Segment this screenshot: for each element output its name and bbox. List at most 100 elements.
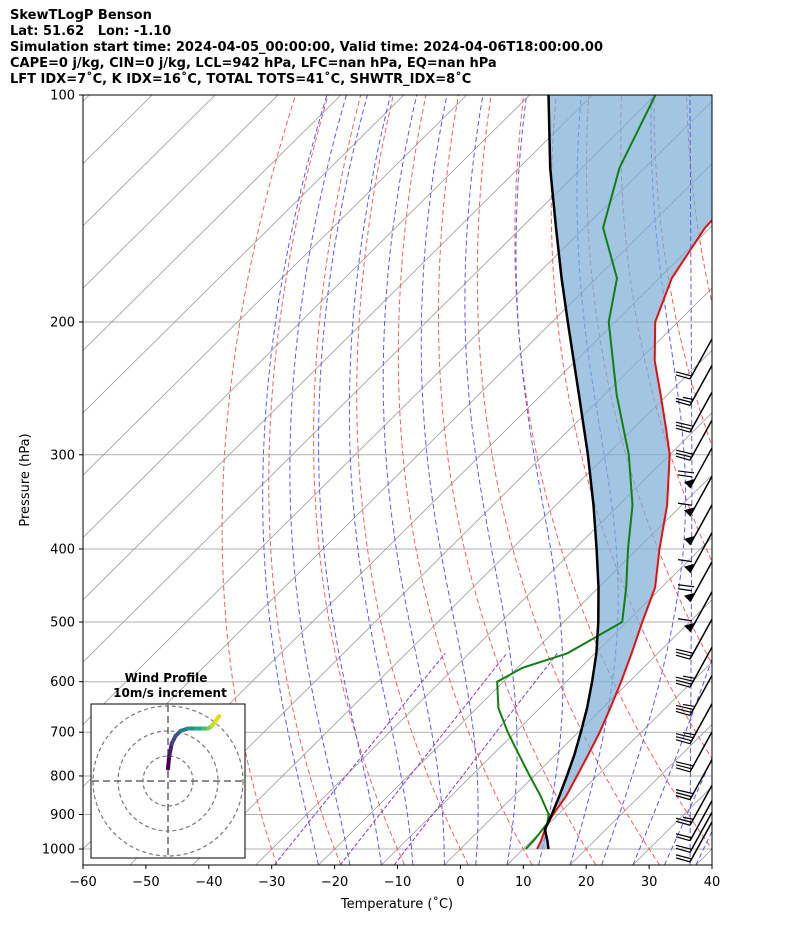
wind-barb-flag bbox=[675, 676, 694, 682]
wind-barb-staff bbox=[689, 618, 713, 660]
wind-barb-flag bbox=[675, 704, 694, 711]
moist-adiabat-line bbox=[515, 95, 564, 865]
y-tick-label: 500 bbox=[50, 616, 75, 631]
wind-barb bbox=[675, 759, 713, 801]
wind-barb-staff bbox=[689, 759, 713, 800]
isotherm-line bbox=[318, 474, 712, 865]
isotherm-line bbox=[83, 95, 90, 102]
mixing-ratio-line bbox=[274, 652, 446, 865]
chart-header: SkewTLogP Benson Lat: 51.62 Lon: -1.10 S… bbox=[10, 8, 603, 88]
dry-adiabat-line bbox=[476, 95, 661, 865]
x-tick-label: −30 bbox=[258, 875, 285, 890]
wind-barb-flag bbox=[675, 449, 694, 455]
wind-barb-pennant bbox=[684, 563, 695, 573]
isotherm-line bbox=[506, 661, 712, 865]
wind-barb-staff bbox=[689, 419, 713, 461]
x-tick-label: −60 bbox=[69, 875, 96, 890]
wind-barb bbox=[675, 731, 713, 773]
indices-line-1: CAPE=0 j/kg, CIN=0 j/kg, LCL=942 hPa, LF… bbox=[10, 56, 497, 71]
wind-barb-flag bbox=[677, 618, 693, 622]
wind-barb-half-flag bbox=[682, 816, 694, 820]
wind-barb-flag bbox=[675, 452, 692, 458]
wind-barb bbox=[677, 561, 713, 603]
wind-barb-flag bbox=[675, 733, 694, 739]
moist-adiabat-line bbox=[632, 657, 712, 865]
isotherm-line bbox=[83, 95, 216, 227]
wind-barb-flag bbox=[677, 470, 695, 474]
dry-adiabat-line bbox=[784, 95, 794, 865]
isotherm-line bbox=[83, 95, 279, 289]
moist-adiabat-line bbox=[318, 95, 382, 865]
wind-barb bbox=[675, 338, 713, 380]
chart-title: SkewTLogP Benson bbox=[10, 8, 152, 23]
wind-barb-flag bbox=[677, 474, 693, 478]
wind-barb-flag bbox=[675, 654, 691, 660]
dry-adiabat-line bbox=[438, 95, 597, 865]
hodograph-segment bbox=[213, 714, 222, 723]
indices-line-2: LFT IDX=7˚C, K IDX=16˚C, TOTAL TOTS=41˚C… bbox=[10, 72, 472, 87]
moist-adiabat-line bbox=[289, 95, 351, 865]
wind-barb bbox=[675, 811, 713, 853]
wind-barb-flag bbox=[675, 833, 692, 839]
hodograph-subtitle: 10m/s increment bbox=[113, 686, 227, 700]
y-axis-label: Pressure (hPa) bbox=[18, 433, 33, 526]
dry-adiabat-line bbox=[514, 95, 712, 850]
isotherm-line bbox=[83, 95, 656, 663]
dewpoint-line bbox=[496, 95, 657, 850]
hodograph-segment bbox=[167, 741, 174, 758]
wind-barb-flag bbox=[677, 502, 693, 506]
wind-barb-flag bbox=[675, 682, 691, 688]
isotherm-line bbox=[83, 95, 593, 601]
mixing-ratio-line bbox=[339, 652, 508, 865]
wind-barb-flag bbox=[675, 844, 692, 850]
x-tick-label: −40 bbox=[195, 875, 222, 890]
wind-barb-flag bbox=[675, 455, 691, 461]
x-tick-label: −10 bbox=[384, 875, 411, 890]
wind-barb bbox=[675, 784, 713, 826]
dry-adiabat-line bbox=[719, 95, 794, 865]
dry-adiabat-line bbox=[550, 95, 712, 760]
wind-barb-half-flag bbox=[682, 703, 695, 708]
wind-barb-staff bbox=[689, 365, 713, 406]
y-tick-label: 100 bbox=[50, 89, 75, 104]
wind-barb-flag bbox=[677, 584, 695, 588]
x-tick-label: −50 bbox=[132, 875, 159, 890]
wind-barb-flag bbox=[675, 710, 691, 717]
wind-barb-staff bbox=[689, 675, 713, 716]
dry-adiabat-line bbox=[313, 95, 406, 865]
wind-barb bbox=[675, 675, 713, 717]
wind-barb-pennant bbox=[684, 507, 695, 517]
dry-adiabat-line bbox=[221, 95, 297, 865]
wind-barb-flag bbox=[675, 739, 691, 745]
mixing-ratio-line bbox=[393, 652, 558, 865]
wind-barb-flag bbox=[675, 707, 692, 714]
wind-barb-flag bbox=[675, 427, 691, 433]
wind-barb-flag bbox=[675, 648, 694, 654]
isotherm-line bbox=[83, 95, 342, 352]
wind-barb-half-flag bbox=[682, 675, 695, 679]
wind-barb-flag bbox=[675, 836, 691, 842]
wind-barb-flag bbox=[675, 764, 692, 770]
wind-barb-flag bbox=[675, 679, 692, 685]
wind-barb-flag bbox=[675, 651, 692, 657]
wind-barb-staff bbox=[689, 800, 713, 842]
wind-barb-flag bbox=[675, 371, 692, 377]
wind-barb-staff bbox=[689, 703, 713, 745]
wind-barb-flag bbox=[675, 789, 694, 795]
y-tick-label: 400 bbox=[50, 542, 75, 557]
wind-barb-staff bbox=[689, 391, 713, 433]
time-line: Simulation start time: 2024-04-05_00:00:… bbox=[10, 40, 603, 55]
y-tick-label: 600 bbox=[50, 675, 75, 690]
x-tick-label: 20 bbox=[578, 875, 595, 890]
wind-barb-flag bbox=[675, 854, 692, 860]
wind-barb-flag bbox=[675, 400, 691, 406]
moist-adiabat-line bbox=[464, 95, 518, 865]
x-axis-label: Temperature (˚C) bbox=[340, 896, 453, 912]
wind-barb-pennant bbox=[684, 478, 695, 488]
wind-barb bbox=[677, 591, 713, 633]
wind-barb-staff bbox=[689, 646, 713, 688]
isotherm-line bbox=[129, 287, 712, 865]
parcel-line bbox=[543, 95, 600, 850]
wind-barb-flag bbox=[675, 820, 691, 826]
